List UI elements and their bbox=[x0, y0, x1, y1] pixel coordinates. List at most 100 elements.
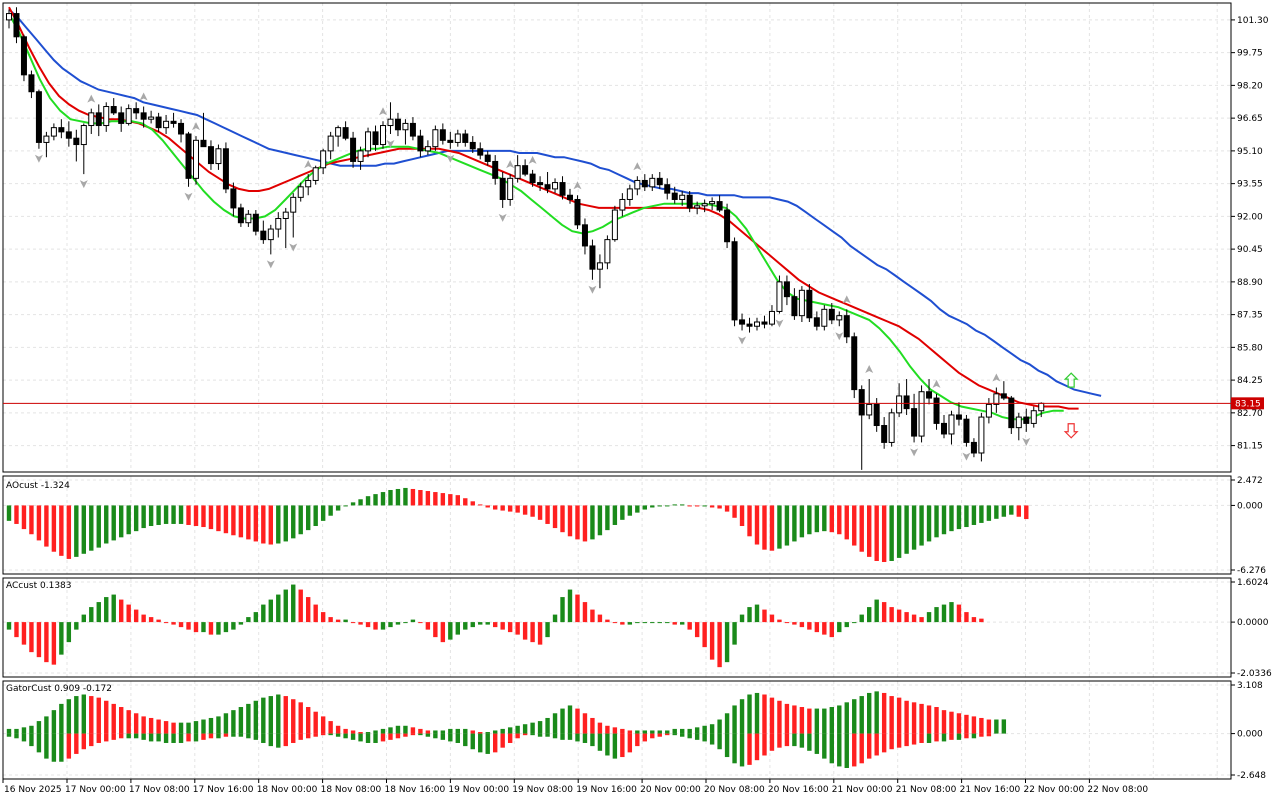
gator-upper-bar bbox=[926, 705, 932, 734]
gator-lower-bar bbox=[754, 733, 760, 761]
ao-bar bbox=[193, 505, 199, 527]
gator-upper-bar bbox=[201, 719, 206, 734]
ao-bar bbox=[612, 505, 618, 525]
gator-upper-bar bbox=[896, 697, 902, 734]
ao-bar bbox=[358, 499, 363, 506]
x-tick-label: 20 Nov 16:00 bbox=[768, 785, 829, 795]
gator-upper-bar bbox=[36, 721, 42, 734]
candle bbox=[813, 311, 820, 331]
gator-lower-bar bbox=[680, 733, 685, 737]
ao-bar bbox=[762, 505, 767, 550]
ac-bar bbox=[814, 622, 820, 633]
ao-bar bbox=[635, 505, 640, 513]
candle bbox=[522, 159, 529, 177]
ac-histogram[interactable] bbox=[6, 584, 984, 668]
candle bbox=[821, 305, 828, 331]
candle bbox=[484, 150, 491, 166]
ao-bar bbox=[694, 505, 700, 507]
gator-lower-bar bbox=[216, 733, 221, 739]
candle bbox=[163, 114, 170, 134]
gator-upper-bar bbox=[433, 730, 438, 734]
candle bbox=[866, 379, 873, 420]
gator-upper-bar bbox=[792, 705, 797, 734]
ao-bar bbox=[156, 505, 161, 525]
gator-upper-bar bbox=[74, 696, 79, 734]
candle bbox=[581, 218, 588, 255]
ao-histogram[interactable] bbox=[6, 487, 1029, 563]
candle bbox=[140, 106, 147, 128]
gator-upper-bar bbox=[709, 724, 715, 734]
gator-lower-bar bbox=[889, 733, 894, 750]
gator-upper-bar bbox=[612, 727, 618, 734]
gator-tick-label: 3.108 bbox=[1237, 681, 1263, 691]
ac-bar bbox=[133, 609, 139, 623]
gator-lower-bar bbox=[784, 733, 790, 747]
ac-bar bbox=[163, 622, 169, 624]
gator-upper-bar bbox=[934, 707, 939, 734]
gator-lower-bar bbox=[335, 733, 341, 737]
fractal-down-marker bbox=[1022, 437, 1031, 446]
ac-bar bbox=[844, 622, 849, 628]
ac-bar bbox=[552, 614, 558, 623]
candle bbox=[851, 332, 858, 399]
candle bbox=[185, 131, 192, 187]
ac-bar bbox=[732, 622, 737, 645]
ao-bar bbox=[567, 505, 573, 537]
gator-upper-bar bbox=[208, 717, 214, 734]
price-tick-label: 88.90 bbox=[1237, 278, 1263, 288]
gator-lower-bar bbox=[500, 733, 505, 748]
candle bbox=[80, 123, 87, 175]
gator-upper-bar bbox=[635, 730, 640, 734]
gator-upper-bar bbox=[537, 721, 543, 734]
gator-upper-bar bbox=[881, 692, 887, 734]
gator-upper-bar bbox=[418, 728, 423, 734]
fractal-up-marker bbox=[87, 94, 96, 103]
gator-lower-bar bbox=[313, 733, 318, 737]
price-panel[interactable]: 83.15 bbox=[3, 6, 1264, 470]
ao-bar bbox=[186, 505, 191, 525]
ac-bar bbox=[433, 622, 438, 638]
ao-tick-label: -6.276 bbox=[1237, 566, 1266, 576]
ac-bar bbox=[769, 614, 775, 623]
gator-histogram[interactable] bbox=[6, 691, 1007, 768]
ac-bar bbox=[335, 619, 341, 623]
ac-bar bbox=[889, 607, 894, 623]
gator-upper-bar bbox=[283, 696, 288, 734]
candle bbox=[634, 176, 641, 196]
gator-lower-bar bbox=[642, 733, 647, 742]
candle bbox=[50, 123, 57, 141]
gator-upper-bar bbox=[919, 703, 924, 734]
candle bbox=[477, 142, 484, 160]
gator-lower-bar bbox=[448, 733, 453, 742]
sell-signal-arrow-icon bbox=[1063, 423, 1079, 439]
ac-bar bbox=[365, 622, 371, 628]
gator-lower-bar bbox=[51, 733, 57, 762]
ao-bar bbox=[380, 492, 386, 506]
ao-bar bbox=[829, 505, 834, 533]
candle bbox=[948, 410, 955, 445]
candle bbox=[918, 385, 925, 443]
fractal-down-marker bbox=[775, 319, 784, 328]
gator-upper-bar bbox=[545, 717, 550, 734]
gator-upper-bar bbox=[852, 699, 857, 734]
ac-bar bbox=[320, 612, 326, 623]
ao-bar bbox=[306, 505, 311, 531]
gator-upper-bar bbox=[380, 728, 386, 734]
ao-bar bbox=[1016, 505, 1021, 517]
fractal-down-marker bbox=[184, 192, 193, 201]
x-tick-label: 17 Nov 08:00 bbox=[129, 785, 190, 795]
candle bbox=[768, 305, 775, 327]
ac-bar bbox=[687, 622, 692, 630]
gator-lower-bar bbox=[253, 733, 259, 740]
ac-bar bbox=[208, 622, 214, 635]
ao-bar bbox=[896, 505, 902, 558]
gator-lower-bar bbox=[320, 733, 326, 736]
ac-bar bbox=[403, 622, 408, 624]
candle bbox=[731, 237, 738, 327]
gator-lower-bar bbox=[201, 733, 206, 740]
candle bbox=[761, 315, 768, 329]
x-tick-label: 20 Nov 00:00 bbox=[640, 785, 701, 795]
gator-upper-bar bbox=[186, 722, 191, 734]
gator-upper-bar bbox=[515, 725, 520, 734]
gator-lower-bar bbox=[934, 733, 939, 742]
